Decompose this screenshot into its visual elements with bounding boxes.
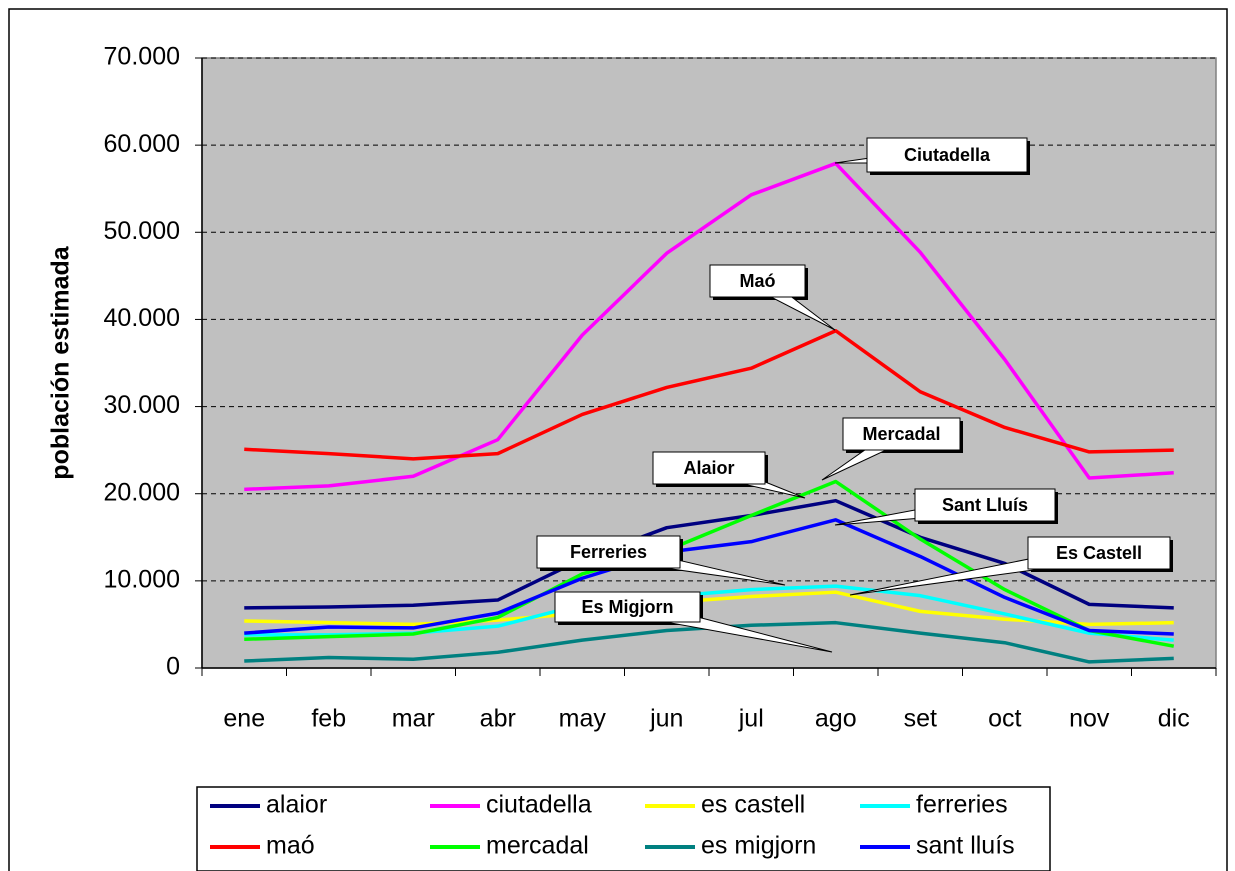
y-tick-label: 50.000 [104, 217, 180, 245]
callout-box [554, 591, 701, 623]
y-tick-label: 40.000 [104, 304, 180, 332]
plot-area [201, 57, 1217, 669]
callout-label: Ciutadella [904, 145, 991, 165]
x-tick-label: nov [1069, 705, 1110, 733]
series-line [244, 329, 1174, 461]
series-line [244, 590, 1174, 627]
x-tick-label: mar [392, 705, 435, 733]
legend-label: alaior [266, 791, 327, 819]
callout-label: Es Migjorn [581, 597, 673, 617]
callout-box [866, 137, 1028, 173]
x-tick-label: ene [223, 705, 265, 733]
callout-label: Maó [740, 271, 776, 291]
series-line [244, 161, 1174, 492]
legend-label: es castell [701, 791, 805, 819]
callout-box [1027, 536, 1171, 570]
y-tick-label: 0 [166, 653, 180, 681]
callout-label: Ferreries [570, 542, 647, 562]
legend-label: ciutadella [486, 791, 592, 819]
y-axis-label: población estimada [47, 245, 75, 479]
legend [196, 786, 1051, 871]
x-tick-label: abr [480, 705, 516, 733]
y-tick-label: 20.000 [104, 478, 180, 506]
legend-label: es migjorn [701, 832, 816, 860]
callout-box [536, 535, 681, 569]
legend-label: sant lluís [916, 832, 1015, 860]
x-tick-label: jun [649, 705, 683, 733]
callout-box [842, 417, 961, 451]
x-tick-label: feb [311, 705, 346, 733]
x-tick-label: oct [988, 705, 1021, 733]
series-line [244, 479, 1175, 648]
y-tick-label: 10.000 [104, 565, 180, 593]
legend-label: mercadal [486, 832, 589, 860]
series-line [244, 518, 1174, 636]
y-tick-label: 30.000 [104, 391, 180, 419]
callout-label: Mercadal [862, 424, 940, 444]
x-tick-label: set [904, 705, 937, 733]
callout-label: Es Castell [1056, 543, 1142, 563]
x-tick-label: may [559, 705, 607, 733]
legend-label: ferreries [916, 791, 1008, 819]
x-tick-label: jul [738, 705, 764, 733]
y-tick-label: 60.000 [104, 130, 180, 158]
callout-box [709, 264, 806, 298]
callout-box [652, 451, 766, 485]
x-tick-label: ago [815, 705, 857, 733]
callout-label: Alaior [683, 458, 734, 478]
legend-label: maó [266, 832, 315, 860]
y-tick-label: 70.000 [104, 43, 180, 71]
callout-box [914, 488, 1056, 522]
callout-label: Sant Lluís [942, 495, 1028, 515]
x-tick-label: dic [1158, 705, 1190, 733]
